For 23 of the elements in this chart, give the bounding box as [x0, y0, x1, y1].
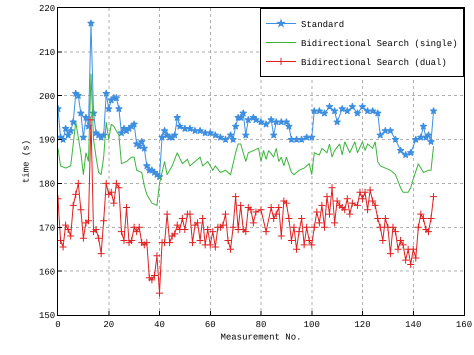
x-tick-label: 40: [154, 320, 165, 330]
x-tick-label: 120: [354, 320, 371, 330]
legend-label: Bidirectional Search (dual): [301, 58, 447, 68]
y-tick-label: 210: [38, 48, 56, 58]
y-tick-label: 180: [38, 180, 56, 190]
x-tick-label: 0: [55, 320, 61, 330]
y-tick-label: 170: [38, 223, 56, 234]
y-axis-title: time (s): [21, 140, 32, 184]
x-tick-label: 140: [405, 320, 422, 330]
y-tick-label: 150: [38, 311, 56, 322]
y-tick-label: 160: [38, 267, 56, 278]
y-tick-label: 200: [38, 92, 56, 102]
legend-label: Bidirectional Search (single): [301, 39, 458, 50]
x-tick-label: 160: [456, 320, 472, 330]
line-series: [58, 73, 434, 206]
x-tick-label: 20: [103, 320, 114, 330]
x-tick-label: 60: [204, 320, 216, 330]
y-tick-label: 190: [38, 136, 56, 146]
x-axis-title: Measurement No.: [220, 332, 302, 343]
x-tick-label: 80: [256, 320, 266, 330]
legend-label: Standard: [301, 20, 344, 30]
x-tick-label: 100: [304, 320, 320, 330]
y-tick-label: 220: [38, 4, 56, 14]
